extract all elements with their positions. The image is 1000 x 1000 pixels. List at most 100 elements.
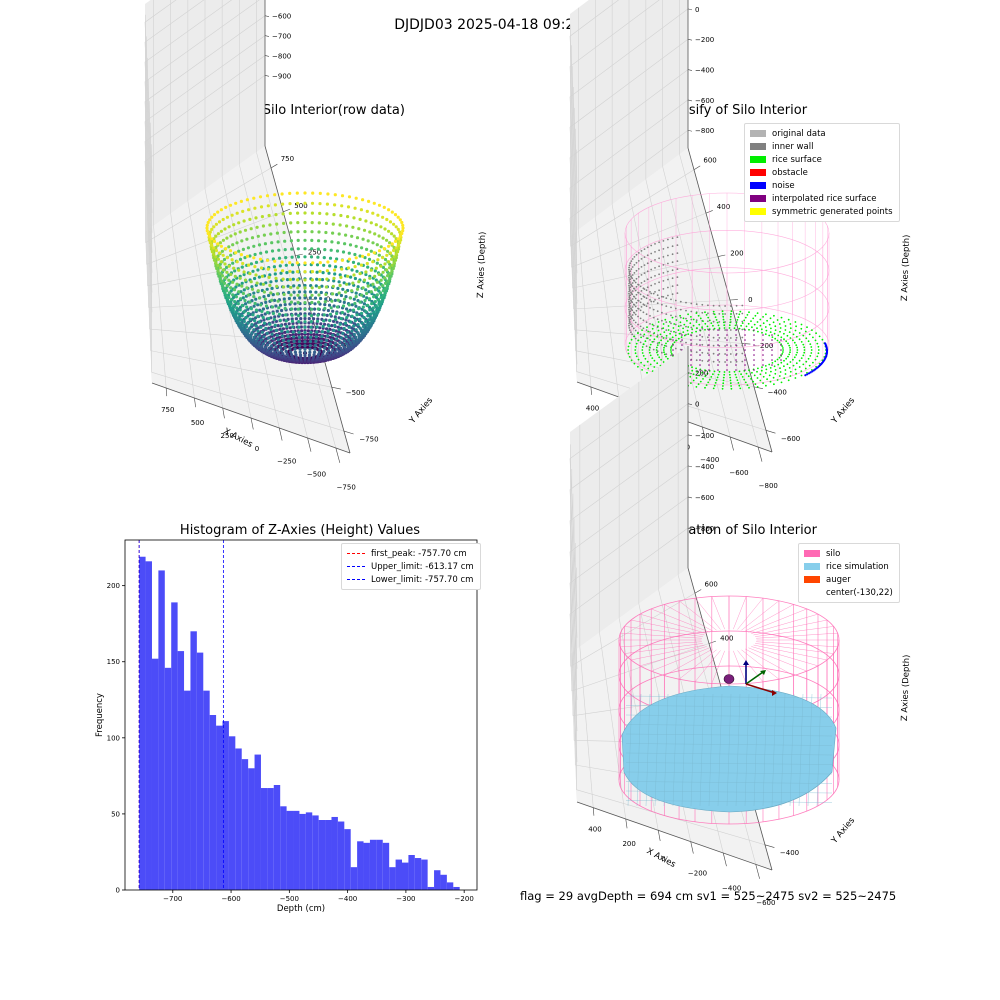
- data-point: [371, 260, 375, 264]
- data-point: [728, 324, 731, 327]
- data-point: [631, 290, 634, 292]
- data-point: [735, 312, 738, 315]
- data-point: [308, 347, 312, 351]
- data-point: [715, 319, 718, 321]
- data-point: [692, 373, 695, 376]
- data-point: [728, 371, 731, 373]
- data-point: [365, 247, 369, 251]
- data-point: [643, 364, 646, 367]
- data-point: [282, 297, 286, 301]
- data-point: [807, 340, 810, 343]
- data-point: [630, 284, 633, 286]
- histogram-bar: [376, 839, 383, 890]
- data-point: [347, 282, 351, 286]
- data-point: [240, 314, 244, 318]
- histogram-bar: [446, 882, 454, 890]
- data-point: [221, 253, 225, 257]
- data-point: [324, 292, 328, 297]
- data-point: [242, 272, 246, 277]
- data-point: [390, 269, 394, 273]
- data-point: [629, 262, 632, 265]
- data-point: [245, 286, 249, 290]
- data-point: [695, 303, 698, 306]
- data-point: [712, 324, 714, 327]
- data-point: [350, 234, 354, 238]
- data-point: [663, 346, 665, 349]
- data-point: [388, 271, 392, 275]
- data-point: [652, 292, 655, 295]
- data-point: [242, 288, 246, 292]
- data-point: [392, 248, 396, 253]
- data-point: [772, 376, 775, 379]
- data-point: [259, 266, 264, 270]
- data-point: [365, 209, 369, 213]
- data-point: [247, 263, 251, 267]
- legend-label: first_peak: -757.70 cm: [371, 548, 467, 559]
- data-point: [238, 308, 242, 312]
- data-point: [816, 342, 819, 345]
- silo-roof-line: [753, 644, 828, 661]
- data-point: [774, 325, 777, 328]
- data-point: [281, 202, 285, 206]
- data-point: [321, 352, 325, 356]
- data-point: [737, 316, 740, 318]
- data-point: [210, 227, 214, 231]
- data-point: [303, 191, 307, 195]
- data-point: [690, 344, 692, 346]
- data-point: [287, 339, 291, 343]
- data-point: [303, 238, 307, 242]
- y-tick-label: −400: [780, 849, 799, 857]
- data-point: [747, 322, 750, 325]
- data-point: [765, 313, 767, 316]
- data-point: [776, 319, 779, 321]
- data-point: [396, 237, 400, 241]
- data-point: [786, 334, 789, 337]
- data-point: [285, 324, 289, 329]
- data-point: [729, 337, 732, 339]
- z-tick-label: −600: [695, 494, 714, 502]
- gridline: [569, 465, 689, 700]
- data-point: [774, 372, 777, 375]
- mesh-line: [681, 693, 687, 807]
- legend-swatch: [750, 156, 766, 163]
- data-point: [649, 299, 651, 301]
- data-point: [289, 239, 293, 243]
- data-point: [385, 217, 389, 222]
- data-point: [269, 327, 273, 332]
- data-point: [373, 269, 377, 273]
- data-point: [336, 298, 340, 302]
- data-point: [800, 323, 803, 326]
- data-point: [646, 246, 649, 249]
- data-point: [328, 264, 332, 268]
- legend-item: obstacle: [750, 166, 893, 179]
- data-point: [275, 348, 279, 352]
- data-point: [350, 289, 354, 293]
- data-point: [639, 293, 642, 296]
- data-point: [681, 334, 683, 336]
- data-point: [270, 249, 275, 253]
- data-point: [390, 232, 394, 236]
- data-point: [631, 282, 634, 284]
- data-point: [393, 213, 398, 217]
- histogram-bar: [267, 788, 274, 890]
- data-point: [237, 290, 241, 294]
- data-point: [741, 312, 744, 315]
- data-point: [676, 252, 679, 255]
- data-point: [713, 384, 716, 387]
- data-point: [722, 313, 724, 315]
- data-point: [225, 284, 229, 288]
- data-point: [674, 347, 677, 350]
- data-point: [337, 291, 341, 295]
- data-point: [701, 311, 704, 314]
- histogram-bar: [434, 870, 441, 890]
- data-point: [267, 213, 271, 218]
- data-point: [683, 334, 686, 337]
- data-point: [342, 339, 346, 343]
- data-point: [368, 308, 372, 312]
- y-tick-label: 250: [308, 249, 321, 257]
- data-point: [810, 349, 813, 351]
- data-point: [290, 255, 294, 259]
- center-marker: [723, 674, 735, 684]
- histogram-bar: [414, 858, 422, 890]
- data-point: [645, 305, 648, 308]
